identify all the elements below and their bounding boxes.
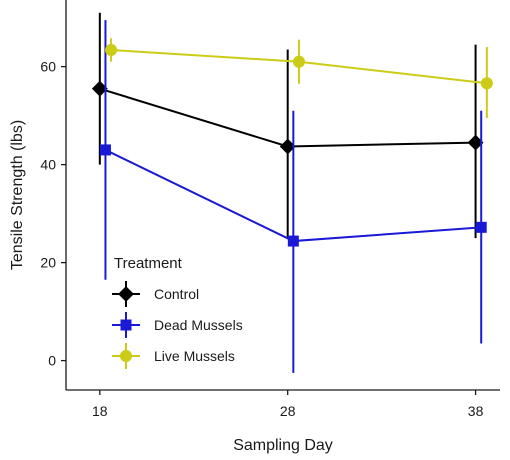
x-axis: 18 28 38 Sampling Day (66, 389, 500, 454)
y-tick-label: 0 (48, 353, 56, 369)
data-point (467, 134, 484, 151)
data-point (105, 43, 118, 57)
y-ticks: 0 20 40 60 (40, 59, 66, 369)
y-tick-label: 60 (40, 59, 56, 75)
x-axis-label: Sampling Day (233, 437, 333, 454)
legend-item: Live Mussels (112, 343, 235, 369)
legend-item: Dead Mussels (112, 312, 243, 338)
y-tick-label: 40 (40, 157, 56, 173)
x-tick-label: 18 (92, 403, 108, 419)
legend-marker (120, 319, 132, 331)
plot-area (91, 12, 493, 373)
legend-title: Treatment (114, 255, 183, 272)
legend-marker (119, 349, 133, 363)
legend-label: Dead Mussels (154, 317, 243, 333)
y-tick-label: 20 (40, 255, 56, 271)
x-tick-label: 28 (280, 403, 296, 419)
x-ticks: 18 28 38 (92, 390, 484, 419)
y-axis: 0 20 40 60 Tensile Strength (lbs) (9, 0, 67, 390)
data-point (91, 80, 108, 97)
legend-label: Live Mussels (154, 348, 235, 364)
series-control (91, 12, 484, 239)
series-dead-mussels (99, 20, 487, 373)
legend-marker (118, 286, 134, 302)
legend: Treatment Control Dead Mussels Live Mussel… (112, 255, 243, 369)
y-axis-label: Tensile Strength (lbs) (9, 120, 26, 270)
data-point (287, 235, 299, 247)
data-point (99, 144, 111, 156)
data-point (475, 221, 487, 233)
series-live-mussels (105, 38, 493, 119)
legend-label: Control (154, 286, 199, 302)
data-point (279, 138, 296, 155)
legend-item: Control (112, 281, 199, 307)
data-point (292, 55, 306, 68)
data-point (480, 77, 493, 90)
x-tick-label: 38 (468, 403, 484, 419)
